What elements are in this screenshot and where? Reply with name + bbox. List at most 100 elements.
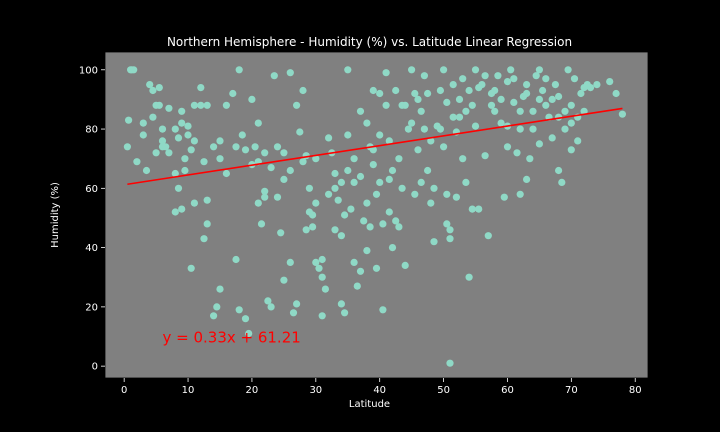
y-tick-label: 0 xyxy=(92,362,98,373)
data-point xyxy=(257,220,266,228)
data-point xyxy=(293,300,301,308)
data-point xyxy=(293,101,301,109)
data-point xyxy=(337,178,345,186)
data-point xyxy=(261,193,269,201)
data-point xyxy=(580,107,588,115)
data-point xyxy=(414,95,422,103)
data-point xyxy=(500,193,508,201)
data-point xyxy=(395,223,403,231)
data-point xyxy=(128,66,136,74)
data-point xyxy=(542,101,550,109)
data-point xyxy=(344,131,352,139)
data-point xyxy=(125,116,133,124)
data-point xyxy=(190,137,198,145)
data-point xyxy=(372,190,381,198)
data-point xyxy=(142,166,151,175)
data-point xyxy=(564,66,572,74)
data-point xyxy=(289,309,298,317)
data-point xyxy=(254,199,262,207)
data-point xyxy=(286,166,294,175)
data-point xyxy=(570,75,579,83)
data-point xyxy=(146,81,154,89)
data-point xyxy=(404,125,412,133)
data-point xyxy=(318,312,326,320)
data-point xyxy=(197,84,205,92)
data-point xyxy=(411,190,419,198)
data-point xyxy=(280,149,288,157)
data-point xyxy=(510,98,518,106)
data-point xyxy=(174,134,183,142)
data-point xyxy=(529,107,537,115)
data-point xyxy=(216,155,224,163)
data-point xyxy=(440,143,448,151)
data-point xyxy=(222,169,230,178)
data-point xyxy=(379,306,387,314)
data-point xyxy=(411,89,419,98)
data-point xyxy=(152,149,160,157)
data-point xyxy=(363,247,371,255)
data-point xyxy=(299,86,307,95)
data-point xyxy=(420,125,428,133)
data-point xyxy=(440,66,448,74)
data-point xyxy=(267,303,275,311)
data-point xyxy=(158,125,167,133)
data-point xyxy=(277,229,285,237)
data-point xyxy=(273,193,282,201)
data-point xyxy=(408,66,416,74)
data-point xyxy=(363,119,371,127)
data-point xyxy=(385,137,393,145)
x-tick-label: 70 xyxy=(565,385,578,396)
data-point xyxy=(497,119,505,127)
data-point xyxy=(417,107,425,115)
y-tick-label: 40 xyxy=(85,243,98,254)
data-point xyxy=(388,244,397,252)
data-point xyxy=(516,125,524,133)
data-point xyxy=(401,261,409,269)
data-point xyxy=(241,146,250,154)
x-tick-label: 60 xyxy=(501,385,514,396)
data-point xyxy=(350,155,358,163)
data-point xyxy=(532,72,540,80)
data-point xyxy=(296,128,304,136)
data-point xyxy=(251,143,259,151)
data-point xyxy=(430,238,438,246)
data-point xyxy=(452,193,460,201)
data-point xyxy=(299,158,307,166)
data-point xyxy=(171,208,179,216)
data-point xyxy=(561,107,569,115)
data-point xyxy=(484,232,492,240)
data-point xyxy=(481,152,489,160)
data-point xyxy=(408,119,416,127)
data-point xyxy=(398,184,406,192)
data-point xyxy=(312,155,320,163)
data-point xyxy=(337,232,345,240)
data-point xyxy=(235,306,243,314)
data-point xyxy=(155,101,163,109)
y-tick-label: 60 xyxy=(85,184,98,195)
data-point xyxy=(238,131,246,139)
data-point xyxy=(612,89,620,98)
data-point xyxy=(232,255,240,264)
data-point xyxy=(414,146,422,154)
data-point xyxy=(382,69,390,77)
data-point xyxy=(325,134,333,142)
data-point xyxy=(567,101,575,109)
data-point xyxy=(535,95,544,103)
data-point xyxy=(178,205,186,213)
data-point xyxy=(436,125,444,133)
x-tick-label: 80 xyxy=(629,385,642,396)
data-point xyxy=(558,178,566,186)
data-point xyxy=(280,175,288,183)
data-point xyxy=(446,359,454,367)
data-point xyxy=(123,143,131,151)
data-point xyxy=(181,155,189,163)
data-point xyxy=(376,131,384,139)
data-point xyxy=(385,175,393,183)
data-point xyxy=(366,223,374,231)
data-point xyxy=(455,95,464,103)
data-point xyxy=(494,72,502,80)
data-point xyxy=(318,273,326,281)
data-point xyxy=(548,134,556,142)
data-point xyxy=(337,300,345,308)
